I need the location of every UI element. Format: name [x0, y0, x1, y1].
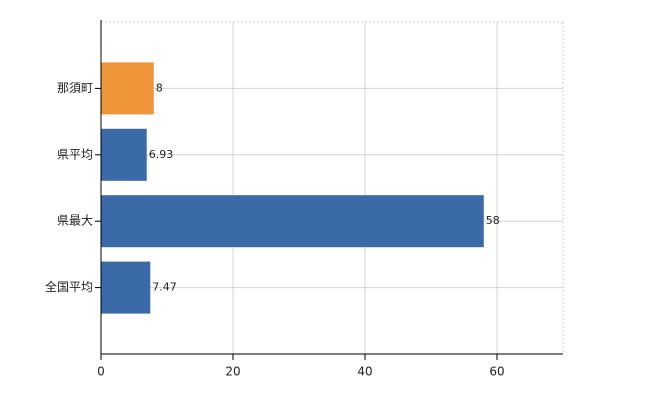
y-tick-label: 那須町: [57, 81, 93, 95]
x-tick-label: 40: [357, 365, 372, 379]
bar: [101, 128, 147, 181]
x-tick-label: 60: [489, 365, 504, 379]
bar: [101, 261, 151, 314]
x-tick-label: 0: [97, 365, 105, 379]
bar: [101, 62, 154, 115]
x-tick-label: 20: [225, 365, 240, 379]
y-tick-label: 全国平均: [45, 279, 93, 294]
value-label: 7.47: [152, 281, 177, 294]
y-tick-label: 県最大: [57, 214, 93, 228]
y-tick-label: 県平均: [57, 147, 93, 161]
value-label: 6.93: [149, 148, 174, 161]
value-label: 58: [486, 214, 500, 227]
bar: [101, 195, 484, 248]
value-label: 8: [156, 81, 163, 94]
